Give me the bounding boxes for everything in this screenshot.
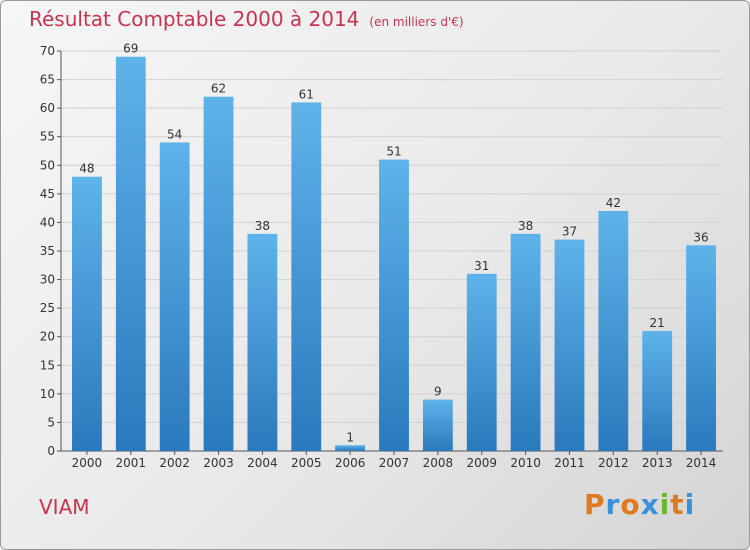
bar-2000 xyxy=(72,176,102,451)
bar-2013 xyxy=(642,331,673,451)
x-tick-label: 2005 xyxy=(291,456,322,470)
logo-letter: o xyxy=(620,488,641,521)
x-tick-label: 2009 xyxy=(466,456,497,470)
x-tick-label: 2012 xyxy=(598,456,629,470)
x-tick-label: 2003 xyxy=(203,456,234,470)
bar-2014 xyxy=(686,245,716,451)
y-tick-label: 0 xyxy=(47,444,55,458)
bar-2005 xyxy=(291,102,322,451)
proxiti-logo: Proxiti xyxy=(584,488,695,521)
unit-label: (en milliers d'€) xyxy=(369,15,464,29)
bar-2006 xyxy=(335,445,366,451)
data-label: 36 xyxy=(693,230,708,244)
bar-2002 xyxy=(159,142,190,451)
logo-letter: i xyxy=(659,488,671,521)
bar-2001 xyxy=(115,56,146,451)
x-tick-label: 2002 xyxy=(159,456,190,470)
data-label: 54 xyxy=(167,127,182,141)
logo-letter: x xyxy=(640,488,660,521)
bar-2012 xyxy=(598,211,629,451)
logo-letter: r xyxy=(605,488,621,521)
y-tick-label: 25 xyxy=(40,301,55,315)
bar-2003 xyxy=(203,96,234,451)
logo-letter: t xyxy=(670,488,685,521)
y-tick-label: 65 xyxy=(40,73,55,87)
logo-letter: i xyxy=(684,488,696,521)
data-label: 21 xyxy=(650,316,665,330)
data-label: 38 xyxy=(255,219,270,233)
x-tick-label: 2010 xyxy=(510,456,541,470)
y-tick-label: 5 xyxy=(47,415,55,429)
bar-2007 xyxy=(379,159,409,452)
y-tick-label: 45 xyxy=(40,187,55,201)
bar-2010 xyxy=(510,233,541,451)
data-label: 37 xyxy=(562,225,577,239)
x-tick-label: 2006 xyxy=(335,456,366,470)
data-label: 9 xyxy=(434,385,442,399)
y-tick-label: 50 xyxy=(40,158,55,172)
x-tick-label: 2007 xyxy=(379,456,410,470)
bar-2004 xyxy=(247,233,278,451)
x-tick-label: 2014 xyxy=(686,456,717,470)
commune-name: VIAM xyxy=(39,495,90,519)
bar-2008 xyxy=(422,399,453,451)
y-tick-label: 55 xyxy=(40,130,55,144)
x-tick-label: 2000 xyxy=(72,456,103,470)
data-label: 69 xyxy=(123,42,138,56)
chart-title: Résultat Comptable 2000 à 2014 (en millie… xyxy=(29,7,464,31)
y-tick-label: 30 xyxy=(40,273,55,287)
y-tick-label: 15 xyxy=(40,358,55,372)
data-label: 1 xyxy=(346,430,354,444)
bar-2011 xyxy=(554,239,585,451)
logo-letter: P xyxy=(584,488,606,521)
y-tick-label: 35 xyxy=(40,244,55,258)
data-label: 61 xyxy=(299,87,314,101)
data-label: 38 xyxy=(518,219,533,233)
data-label: 62 xyxy=(211,82,226,96)
data-label: 48 xyxy=(79,162,94,176)
y-tick-label: 20 xyxy=(40,330,55,344)
x-tick-label: 2001 xyxy=(116,456,147,470)
y-tick-label: 60 xyxy=(40,101,55,115)
x-tick-label: 2011 xyxy=(554,456,585,470)
title-text: Résultat Comptable 2000 à 2014 xyxy=(29,7,360,31)
x-tick-label: 2008 xyxy=(423,456,454,470)
x-tick-label: 2013 xyxy=(642,456,673,470)
y-tick-label: 70 xyxy=(40,44,55,58)
bar-2009 xyxy=(466,273,497,451)
data-label: 51 xyxy=(386,145,401,159)
y-tick-label: 40 xyxy=(40,215,55,229)
y-tick-label: 10 xyxy=(40,387,55,401)
data-label: 31 xyxy=(474,259,489,273)
x-tick-label: 2004 xyxy=(247,456,278,470)
data-label: 42 xyxy=(606,196,621,210)
